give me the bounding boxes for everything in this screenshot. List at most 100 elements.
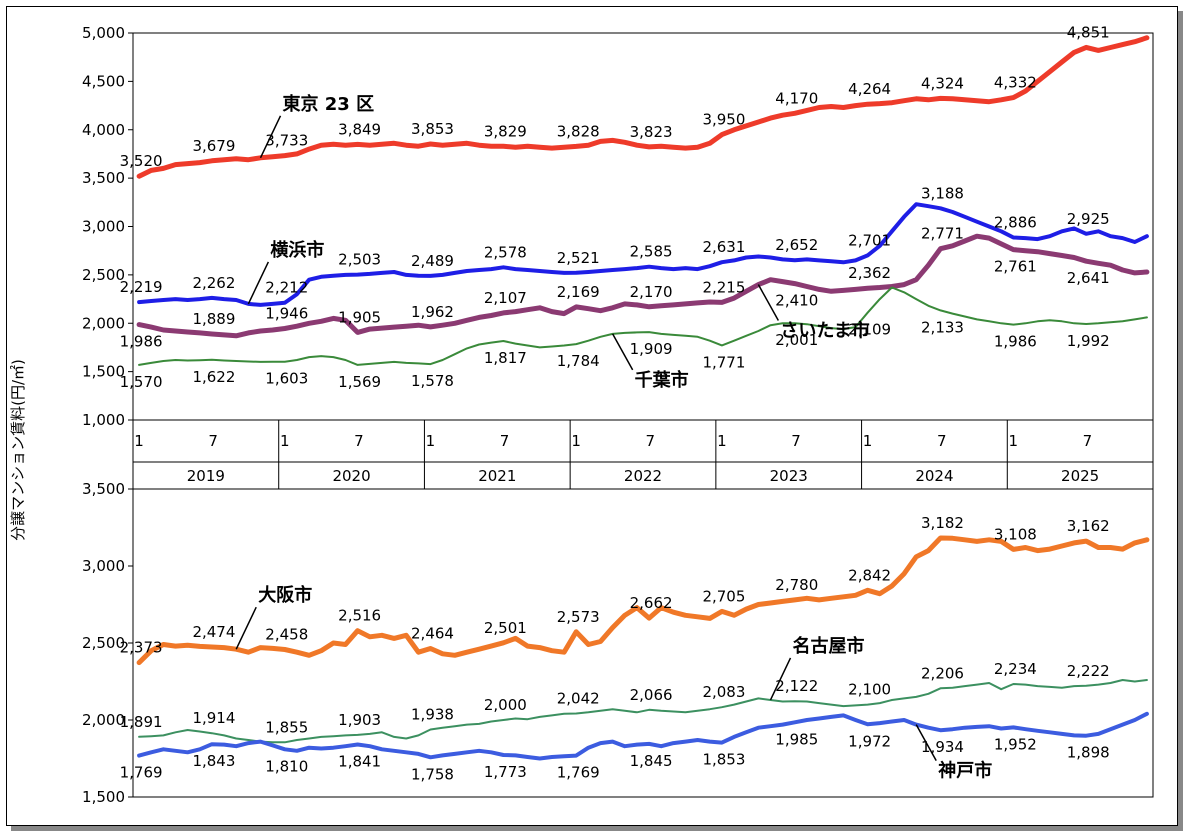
data-label-saitama: 1,889: [192, 310, 235, 328]
data-label-chiba: 1,569: [338, 373, 381, 391]
series-label-leader: [769, 657, 792, 701]
data-label-nagoya: 2,066: [630, 686, 673, 704]
series-line-osaka: [136, 535, 1150, 666]
data-label-chiba: 1,909: [630, 340, 673, 358]
series-line-chiba: [138, 286, 1148, 366]
data-label-nagoya: 1,914: [192, 709, 235, 727]
y-tick-label: 5,000: [82, 24, 125, 42]
data-label-tokyo: 4,170: [775, 89, 818, 107]
data-label-osaka: 2,573: [557, 608, 600, 626]
data-label-osaka: 2,501: [484, 619, 527, 637]
data-label-yokohama: 2,219: [120, 278, 163, 296]
data-label-yokohama: 3,188: [921, 184, 964, 202]
data-label-chiba: 1,784: [557, 352, 600, 370]
x-month-label: 7: [208, 432, 218, 450]
y-tick-label: 3,500: [82, 169, 125, 187]
series-label-leader: [247, 261, 270, 305]
y-tick-label: 4,000: [82, 121, 125, 139]
series-label-kobe: 神戸市: [938, 760, 992, 782]
data-label-saitama: 2,170: [630, 283, 673, 301]
data-label-nagoya: 1,938: [411, 706, 454, 724]
data-label-saitama: 2,761: [994, 258, 1037, 276]
data-label-chiba: 1,578: [411, 372, 454, 390]
panel-bottom: 1,500 2,000 2,500 3,000 3,500 2,373 2,474 2,458…: [82, 480, 1154, 806]
data-label-yokohama: 2,212: [265, 279, 308, 297]
data-label-kobe: 1,952: [994, 735, 1037, 753]
x-month-label: 7: [937, 432, 947, 450]
data-label-tokyo: 3,679: [192, 137, 235, 155]
x-month-label: 1: [717, 432, 727, 450]
data-label-kobe: 1,773: [484, 763, 527, 781]
data-label-tokyo: 3,733: [265, 132, 308, 150]
data-label-osaka: 3,108: [994, 525, 1037, 543]
data-label-saitama: 1,986: [120, 333, 163, 351]
y-tick-label: 2,000: [82, 711, 125, 729]
data-label-yokohama: 2,489: [411, 252, 454, 270]
data-label-saitama: 2,362: [848, 264, 891, 282]
data-label-chiba: 2,133: [921, 318, 964, 336]
data-label-tokyo: 3,950: [702, 111, 745, 129]
data-label-tokyo: 3,853: [411, 120, 454, 138]
data-label-kobe: 1,810: [265, 757, 308, 775]
data-label-kobe: 1,769: [557, 764, 600, 782]
x-month-label: 7: [646, 432, 656, 450]
x-year-label: 2023: [770, 467, 808, 485]
y-tick-label: 4,500: [82, 72, 125, 90]
y-tick-label: 1,500: [82, 788, 125, 806]
series-label-leader: [235, 606, 257, 650]
data-label-saitama: 2,641: [1067, 269, 1110, 287]
data-label-yokohama: 2,652: [775, 236, 818, 254]
data-label-kobe: 1,845: [630, 752, 673, 770]
y-tick-label: 2,500: [82, 634, 125, 652]
x-month-label: 7: [500, 432, 510, 450]
series-label-osaka: 大阪市: [258, 584, 312, 606]
data-label-yokohama: 2,886: [994, 214, 1037, 232]
data-label-osaka: 2,662: [630, 594, 673, 612]
data-label-tokyo: 3,849: [338, 120, 381, 138]
series-label-leader: [915, 724, 937, 761]
data-label-saitama: 1,962: [411, 303, 454, 321]
data-label-nagoya: 2,206: [921, 664, 964, 682]
x-month-label: 7: [354, 432, 364, 450]
data-label-chiba: 1,992: [1067, 332, 1110, 350]
series-label-leader: [259, 115, 282, 159]
data-label-osaka: 2,842: [848, 566, 891, 584]
data-label-kobe: 1,758: [411, 765, 454, 783]
series-label-saitama: さいたま市: [780, 320, 869, 342]
data-label-yokohama: 2,578: [484, 243, 527, 261]
data-label-nagoya: 2,000: [484, 696, 527, 714]
data-label-osaka: 2,373: [120, 639, 163, 657]
data-label-osaka: 2,474: [192, 623, 235, 641]
y-axis-title-text: 分譲マンション賃料(円/㎡): [9, 359, 27, 541]
data-label-tokyo: 3,829: [484, 122, 527, 140]
x-month-label: 1: [571, 432, 581, 450]
data-label-osaka: 2,516: [338, 607, 381, 625]
data-label-nagoya: 1,891: [120, 713, 163, 731]
x-month-label: 7: [791, 432, 801, 450]
data-label-tokyo: 4,851: [1067, 23, 1110, 41]
x-year-label: 2021: [478, 467, 516, 485]
data-label-saitama: 2,215: [702, 278, 745, 296]
data-label-tokyo: 4,264: [848, 80, 891, 98]
data-label-yokohama: 2,503: [338, 251, 381, 269]
data-label-osaka: 2,780: [775, 576, 818, 594]
x-year-label: 2022: [624, 467, 662, 485]
panel-top: 1,000 1,500 2,000 2,500 3,000 3,500 4,000 4,500…: [82, 23, 1154, 489]
x-month-label: 1: [863, 432, 873, 450]
data-label-tokyo: 3,520: [120, 152, 163, 170]
data-label-osaka: 3,182: [921, 514, 964, 532]
data-label-kobe: 1,843: [192, 752, 235, 770]
y-tick-label: 1,500: [82, 363, 125, 381]
data-label-chiba: 1,622: [192, 368, 235, 386]
series-label-tokyo: 東京 23 区: [283, 93, 375, 115]
data-label-osaka: 3,162: [1067, 517, 1110, 535]
data-label-nagoya: 2,042: [557, 690, 600, 708]
data-label-yokohama: 2,585: [630, 243, 673, 261]
y-tick-label: 3,000: [82, 218, 125, 236]
y-tick-label: 2,000: [82, 314, 125, 332]
data-label-chiba: 1,817: [484, 349, 527, 367]
data-label-nagoya: 2,083: [702, 683, 745, 701]
series-line-kobe: [137, 711, 1149, 761]
data-label-nagoya: 2,222: [1067, 662, 1110, 680]
